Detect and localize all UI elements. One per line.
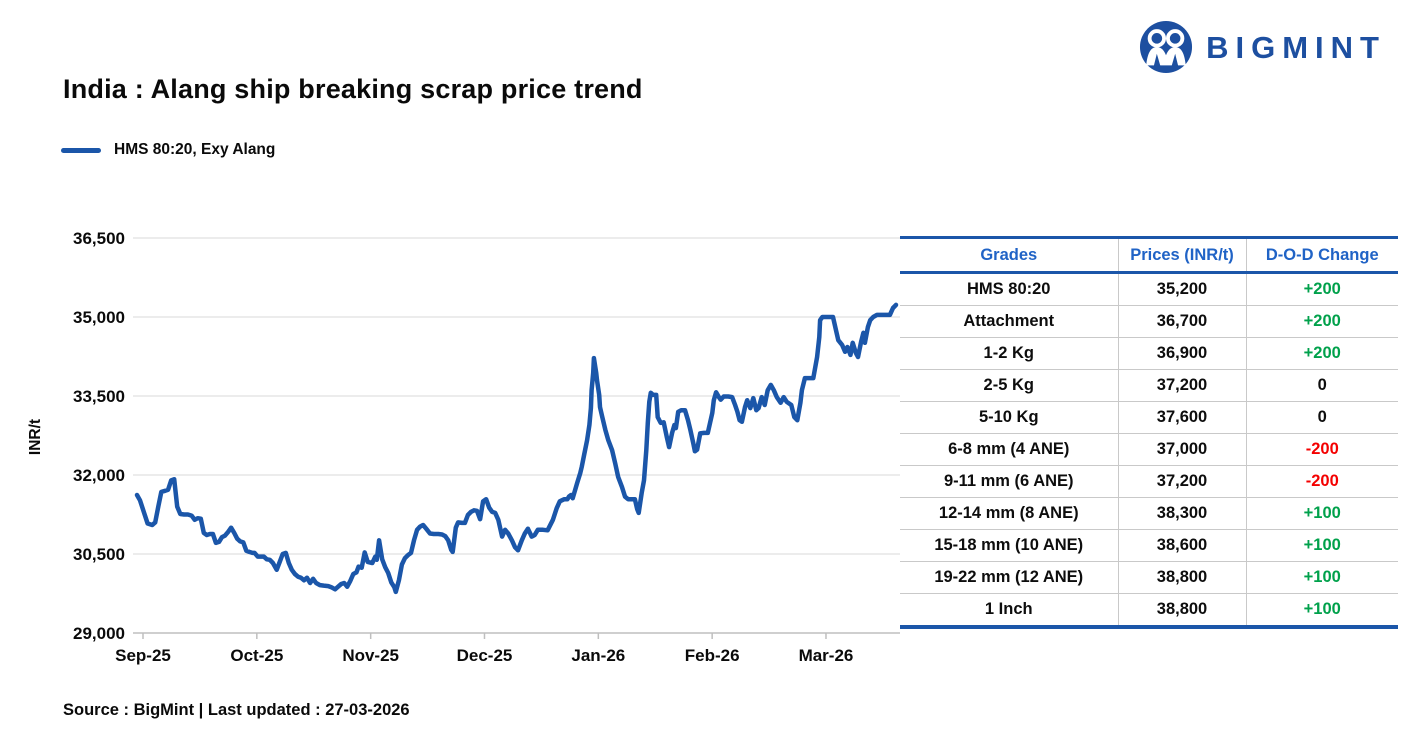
grade-cell: 12-14 mm (8 ANE) [900,497,1119,530]
change-cell: +100 [1246,529,1398,562]
price-cell: 38,600 [1118,529,1247,562]
legend-label: HMS 80:20, Exy Alang [114,141,276,158]
table-row: HMS 80:20 35,200 +200 [900,272,1398,306]
change-cell: +200 [1303,280,1341,298]
change-cell: +200 [1246,337,1398,370]
y-tick-label: 36,500 [73,229,125,248]
grade-cell: 2-5 Kg [900,369,1119,402]
price-cell: 38,300 [1118,497,1247,530]
grade-cell: 1 Inch [900,593,1119,627]
price-cell: 37,000 [1118,433,1247,466]
table-row: 12-14 mm (8 ANE) 38,300 +100 [900,497,1398,530]
price-table-header-row: Grades Prices (INR/t) D-O-D Change [900,237,1398,274]
change-cell: +100 [1246,497,1398,530]
x-tick-label: Jan-26 [571,646,625,665]
table-row: 19-22 mm (12 ANE) 38,800 +100 [900,561,1398,594]
price-line-series [134,302,899,595]
grade-cell: HMS 80:20 [900,272,1119,306]
table-row: 6-8 mm (4 ANE) 37,000 -200 [900,433,1398,466]
y-axis-title: INR/t [27,419,44,455]
change-cell: -200 [1246,465,1398,498]
price-cell: 36,700 [1118,305,1247,338]
change-cell: 0 [1246,401,1398,434]
y-tick-label: 33,500 [73,387,125,406]
price-table-body: HMS 80:20 35,200 +200 Attachment 36,700 +200 1… [900,272,1398,627]
grade-cell: 19-22 mm (12 ANE) [900,561,1119,594]
grade-cell: 1-2 Kg [900,337,1119,370]
change-cell: +100 [1246,561,1398,594]
change-cell: -200 [1246,433,1398,466]
bigmint-logo-text: BIGMINT [1206,29,1386,65]
page-title: India : Alang ship breaking scrap price … [63,74,643,104]
price-table-container: Grades Prices (INR/t) D-O-D Change HMS 80:… [900,236,1398,629]
price-cell: 36,900 [1118,337,1247,370]
x-tick-label: Sep-25 [115,646,171,665]
column-header: Grades [900,237,1119,274]
price-cell: 38,800 [1118,593,1247,627]
y-tick-label: 30,500 [73,545,125,564]
price-cell: 37,200 [1118,465,1247,498]
table-row: 1-2 Kg 36,900 +200 [900,337,1398,370]
price-table: Grades Prices (INR/t) D-O-D Change HMS 80:… [900,236,1398,629]
price-cell: 37,600 [1118,401,1247,434]
table-row: Attachment 36,700 +200 [900,305,1398,338]
x-tick-label: Oct-25 [230,646,283,665]
table-row: 9-11 mm (6 ANE) 37,200 -200 [900,465,1398,498]
grade-cell: Attachment [900,305,1119,338]
bigmint-logo-icon [1139,20,1193,74]
table-row: 1 Inch 38,800 +100 [900,593,1398,627]
price-cell: 37,200 [1118,369,1247,402]
x-tick-label: Nov-25 [342,646,399,665]
x-tick-label: Feb-26 [685,646,740,665]
y-tick-label: 32,000 [73,466,125,485]
grade-cell: 6-8 mm (4 ANE) [900,433,1119,466]
price-cell: 38,800 [1118,561,1247,594]
chart-legend: HMS 80:20, Exy Alang [61,141,275,159]
legend-line-swatch [61,147,101,153]
column-header: Prices (INR/t) [1118,237,1247,274]
price-cell: 35,200 [1118,272,1247,306]
y-tick-label: 35,000 [73,308,125,327]
change-cell: +200 [1246,305,1398,338]
x-tick-label: Dec-25 [457,646,513,665]
grade-cell: 9-11 mm (6 ANE) [900,465,1119,498]
change-cell: 0 [1246,369,1398,402]
column-header: D-O-D Change [1246,237,1398,274]
grade-cell: 15-18 mm (10 ANE) [900,529,1119,562]
table-row: 15-18 mm (10 ANE) 38,600 +100 [900,529,1398,562]
source-note: Source : BigMint | Last updated : 27-03-… [63,701,410,719]
bigmint-logo: BIGMINT [1139,20,1386,74]
grade-cell: 5-10 Kg [900,401,1119,434]
change-cell: +100 [1246,593,1398,627]
table-row: 5-10 Kg 37,600 0 [900,401,1398,434]
y-tick-label: 29,000 [73,624,125,643]
table-row: 2-5 Kg 37,200 0 [900,369,1398,402]
x-tick-label: Mar-26 [799,646,854,665]
